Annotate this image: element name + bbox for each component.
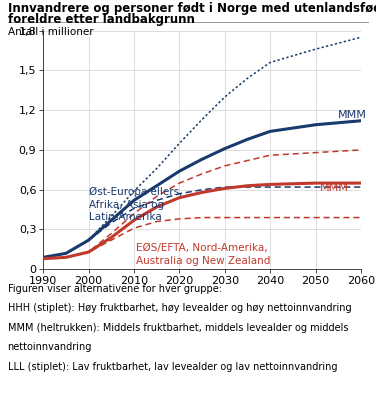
Text: Antall i millioner: Antall i millioner bbox=[8, 27, 93, 37]
Text: MMM: MMM bbox=[320, 183, 349, 193]
Text: foreldre etter landbakgrunn: foreldre etter landbakgrunn bbox=[8, 13, 194, 26]
Text: LLL (stiplet): Lav fruktbarhet, lav levealder og lav nettoinnvandring: LLL (stiplet): Lav fruktbarhet, lav leve… bbox=[8, 362, 337, 372]
Text: EØS/EFTA, Nord-Amerika,
Australia og New Zealand: EØS/EFTA, Nord-Amerika, Australia og New… bbox=[136, 244, 271, 266]
Text: Figuren viser alternativene for hver gruppe:: Figuren viser alternativene for hver gru… bbox=[8, 284, 221, 294]
Text: Innvandrere og personer født i Norge med utenlandsfødte: Innvandrere og personer født i Norge med… bbox=[8, 2, 376, 15]
Text: HHH (stiplet): Høy fruktbarhet, høy levealder og høy nettoinnvandring: HHH (stiplet): Høy fruktbarhet, høy leve… bbox=[8, 303, 351, 313]
Text: nettoinnvandring: nettoinnvandring bbox=[8, 342, 92, 353]
Text: MMM: MMM bbox=[338, 111, 367, 120]
Text: Øst-Europa ellers,
Afrika, Asia og
Latin-Amerika: Øst-Europa ellers, Afrika, Asia og Latin… bbox=[89, 187, 182, 222]
Text: MMM (heltrukken): Middels fruktbarhet, middels levealder og middels: MMM (heltrukken): Middels fruktbarhet, m… bbox=[8, 323, 348, 333]
